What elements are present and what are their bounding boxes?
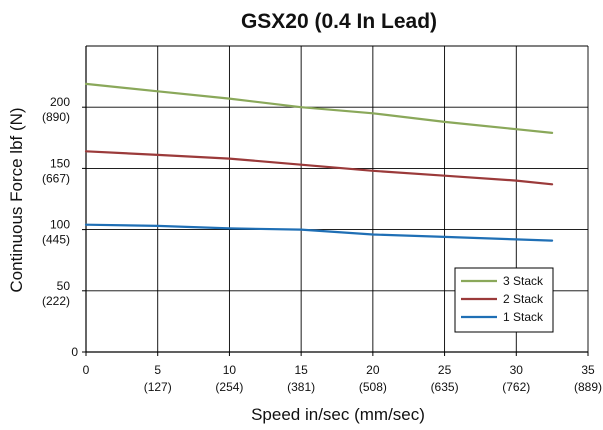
- legend-label: 1 Stack: [503, 310, 544, 324]
- x-tick-label: 35: [581, 363, 595, 377]
- x-tick-label: 5: [154, 363, 161, 377]
- legend: 3 Stack 2 Stack 1 Stack: [454, 267, 554, 333]
- y-tick-label: 200: [50, 95, 70, 109]
- tick-labels: 0 5 (127) 10 (254) 15 (381) 20 (508) 25 (635) 30 (76…: [42, 95, 602, 394]
- y-tick-sublabel: (890): [42, 110, 70, 124]
- y-tick-label: 0: [71, 345, 78, 359]
- legend-label: 2 Stack: [503, 292, 544, 306]
- x-tick-label: 25: [438, 363, 452, 377]
- y-tick-sublabel: (445): [42, 233, 70, 247]
- y-tick-label: 150: [50, 156, 70, 170]
- x-tick-sublabel: (127): [144, 380, 172, 394]
- y-tick-sublabel: (667): [42, 171, 70, 185]
- x-tick-label: 15: [294, 363, 308, 377]
- x-tick-label: 30: [510, 363, 524, 377]
- x-tick-sublabel: (635): [431, 380, 459, 394]
- y-tick-label: 50: [57, 279, 71, 293]
- x-tick-sublabel: (889): [574, 380, 602, 394]
- legend-label: 3 Stack: [503, 274, 544, 288]
- series-line-3-stack: [84, 82, 554, 134]
- x-tick-sublabel: (254): [215, 380, 243, 394]
- y-tick-sublabel: (222): [42, 294, 70, 308]
- x-tick-sublabel: (508): [359, 380, 387, 394]
- x-tick-label: 20: [366, 363, 380, 377]
- series-line-1-stack: [84, 223, 554, 242]
- chart-title: GSX20 (0.4 In Lead): [240, 10, 438, 33]
- axes: [82, 46, 589, 356]
- x-axis-title: Speed in/sec (mm/sec): [251, 405, 425, 424]
- y-axis-title: Continuous Force lbf (N): [7, 107, 26, 292]
- x-tick-sublabel: (381): [287, 380, 315, 394]
- series-lines: [84, 82, 554, 242]
- legend-box: [454, 267, 554, 333]
- series-line-2-stack: [84, 150, 554, 186]
- y-tick-label: 100: [50, 218, 70, 232]
- x-tick-label: 10: [223, 363, 237, 377]
- x-tick-sublabel: (762): [502, 380, 530, 394]
- x-tick-label: 0: [83, 363, 90, 377]
